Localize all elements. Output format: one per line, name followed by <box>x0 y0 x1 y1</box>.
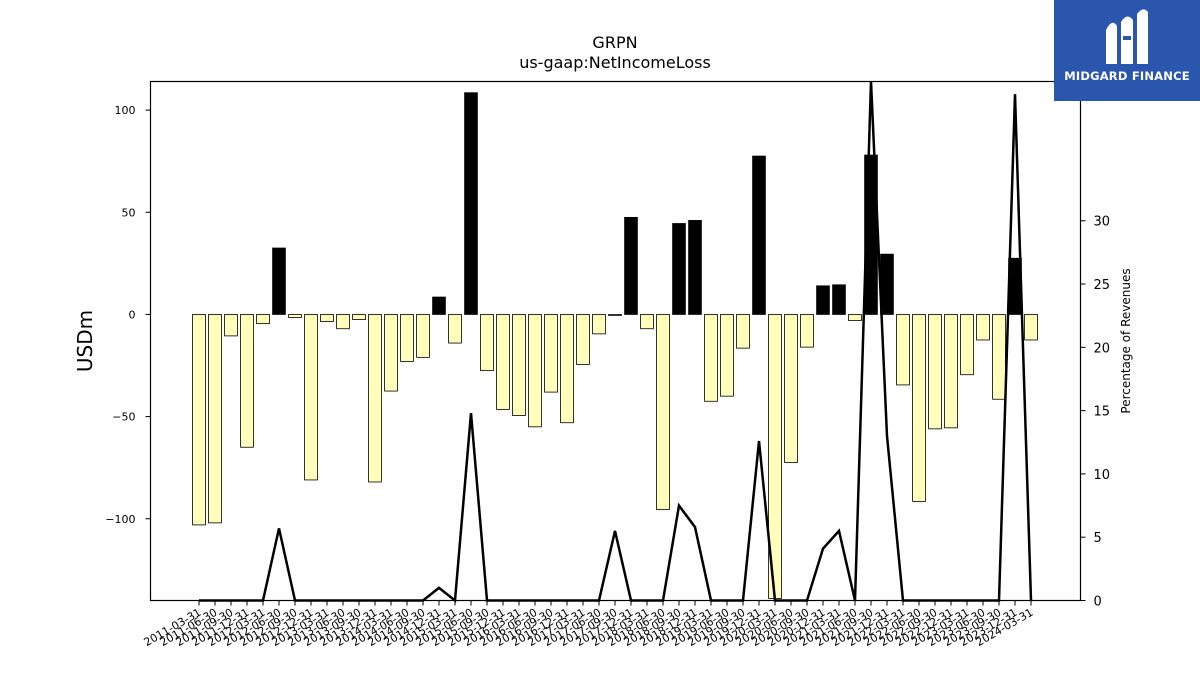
bar <box>256 314 270 325</box>
bar <box>1024 314 1038 341</box>
bar <box>448 314 462 344</box>
bar <box>928 314 942 430</box>
y2-tick-label: 20 <box>1094 341 1111 356</box>
bar <box>944 314 958 429</box>
y2-axis-label: Percentage of Revenues <box>1119 268 1133 413</box>
bar <box>752 155 766 315</box>
bars-layer <box>192 92 1038 599</box>
y2-ticks: 0 5 10 15 20 25 30 <box>1080 215 1111 610</box>
bar <box>704 314 718 402</box>
bar <box>992 314 1006 400</box>
bar <box>896 314 910 386</box>
y2-tick-label: 15 <box>1094 405 1111 420</box>
bar <box>400 314 414 362</box>
bar <box>496 314 510 410</box>
chart-title: GRPN <box>592 33 637 52</box>
brand-logo: MIDGARD FINANCE <box>1054 0 1200 101</box>
bar <box>352 314 366 320</box>
y2-tick-label: 0 <box>1094 595 1102 610</box>
bar <box>544 314 558 393</box>
bar <box>640 314 654 330</box>
bar <box>960 314 974 376</box>
y-tick-label: −100 <box>105 513 135 526</box>
bar <box>576 314 590 365</box>
bar <box>608 314 622 316</box>
bar <box>416 314 430 358</box>
y-tick-label: −50 <box>112 411 135 424</box>
bar <box>720 314 734 397</box>
bar <box>368 314 382 483</box>
bar <box>672 223 686 315</box>
y2-tick-label: 30 <box>1094 215 1111 230</box>
y-axis-label: USDm <box>73 310 97 372</box>
bar <box>976 314 990 341</box>
chart-subtitle: us-gaap:NetIncomeLoss <box>519 53 711 72</box>
bar <box>800 314 814 348</box>
bar <box>912 314 926 502</box>
bar <box>320 314 334 322</box>
bar <box>304 314 318 481</box>
bar <box>384 314 398 392</box>
x-ticks: 2011-03-312011-06-302011-09-302011-12-31… <box>142 600 1036 649</box>
y2-tick-label: 25 <box>1094 278 1111 293</box>
bar <box>688 220 702 315</box>
bar <box>480 314 494 372</box>
bar <box>432 296 446 315</box>
bar <box>880 253 894 315</box>
bar <box>560 314 574 424</box>
bar <box>832 284 846 315</box>
brand-mark-icon <box>1106 9 1148 65</box>
y-tick-label: 100 <box>115 104 136 117</box>
bar <box>336 314 350 330</box>
bar <box>464 92 478 315</box>
y2-tick-label: 5 <box>1094 531 1102 546</box>
y-tick-label: 0 <box>129 308 136 321</box>
y-tick-label: 50 <box>122 206 136 219</box>
bar <box>240 314 254 448</box>
bar <box>848 314 862 321</box>
brand-name: MIDGARD FINANCE <box>1064 69 1190 83</box>
bar <box>192 314 206 526</box>
y-ticks: 100 50 0 −50 −100 <box>105 104 151 526</box>
y2-tick-label: 10 <box>1094 468 1111 483</box>
bar <box>224 314 238 337</box>
bar <box>512 314 526 416</box>
bar <box>816 285 830 315</box>
bar <box>784 314 798 463</box>
bar <box>624 216 638 315</box>
bar <box>592 314 606 335</box>
bar <box>736 314 750 349</box>
bar <box>272 247 286 315</box>
bar <box>288 314 302 318</box>
bar <box>656 314 670 510</box>
bar <box>528 314 542 428</box>
bar <box>208 314 222 524</box>
